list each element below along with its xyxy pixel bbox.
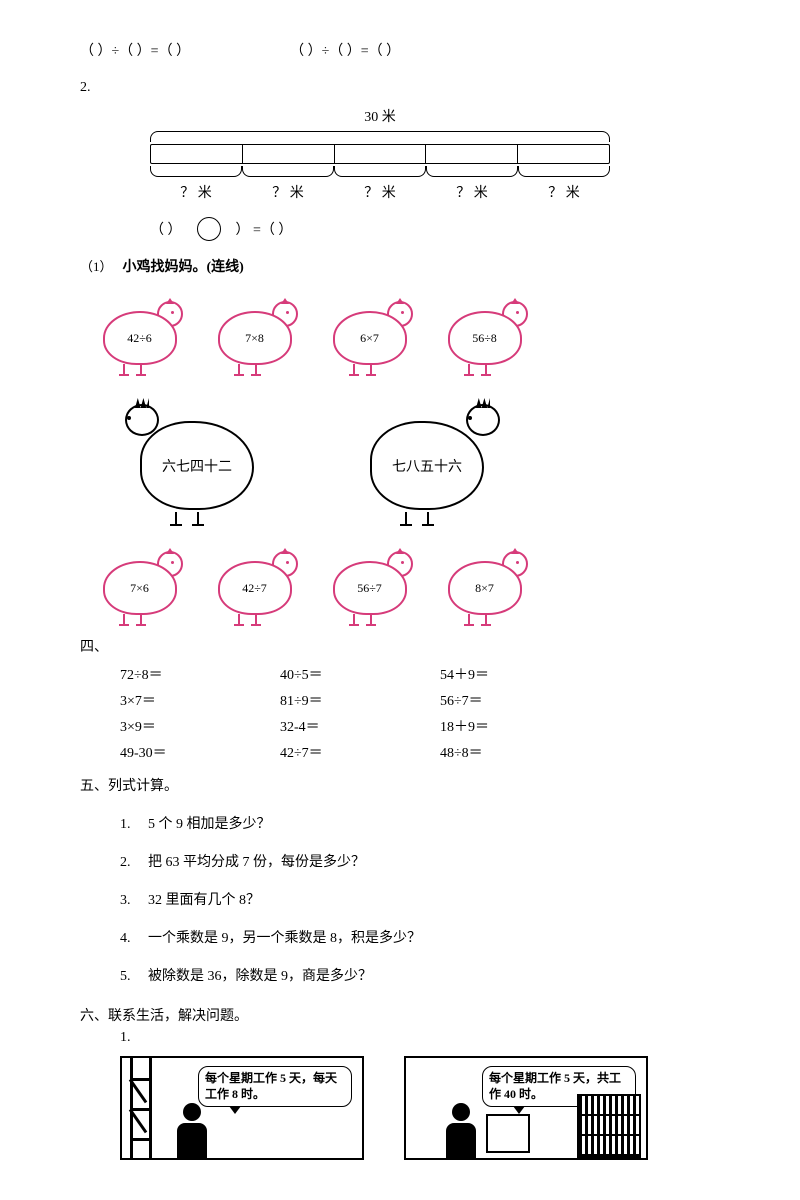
calc-2-3: 56÷7＝ — [440, 687, 600, 713]
speech-bubble-1: 每个星期工作 5 天，每天工作 8 时。 — [198, 1066, 352, 1107]
sub-1-title: 小鸡找妈妈。(连线) — [123, 256, 244, 276]
fill-right: ） =（ ） — [236, 219, 293, 239]
calc-4-3: 48÷8＝ — [440, 739, 600, 765]
bookshelf-icon — [577, 1094, 641, 1158]
chicks-matching-diagram: 42÷6 7×8 6×7 56÷8 六七四十二 — [80, 296, 540, 626]
calculation-grid: 72÷8＝ 40÷5＝ 54＋9＝ 3×7＝ 81÷9＝ 56÷7＝ 3×9＝ … — [120, 661, 720, 765]
hen-1: 六七四十二 — [105, 396, 285, 526]
chick-8: 8×7 — [433, 546, 533, 626]
brace-row — [150, 166, 610, 182]
calc-1-3: 54＋9＝ — [440, 661, 600, 687]
chicks-row-2: 7×6 42÷7 56÷7 8×7 — [80, 546, 540, 626]
worker-icon-1 — [172, 1103, 212, 1158]
calc-row-4: 49-30＝ 42÷7＝ 48÷8＝ — [120, 739, 720, 765]
meter-2: ？ 米 — [242, 182, 334, 202]
scaffold-icon — [127, 1058, 157, 1158]
word-item-4: 4.一个乘数是 9，另一个乘数是 8，积是多少？ — [120, 927, 720, 947]
chick-5: 7×6 — [88, 546, 188, 626]
chick-6: 42÷7 — [203, 546, 303, 626]
chick-1: 42÷6 — [88, 296, 188, 376]
calc-4-1: 49-30＝ — [120, 739, 280, 765]
calc-3-1: 3×9＝ — [120, 713, 280, 739]
worker-icon-2 — [441, 1103, 481, 1158]
word-item-1: 1.5 个 9 相加是多少？ — [120, 813, 720, 833]
word-item-2: 2.把 63 平均分成 7 份，每份是多少？ — [120, 851, 720, 871]
calc-row-1: 72÷8＝ 40÷5＝ 54＋9＝ — [120, 661, 720, 687]
meter-3: ？ 米 — [334, 182, 426, 202]
chick-7: 56÷7 — [318, 546, 418, 626]
chick-4-label: 56÷8 — [448, 311, 522, 365]
chick-1-label: 42÷6 — [103, 311, 177, 365]
section-5-heading: 五、列式计算。 — [80, 775, 720, 795]
scene-1: 每个星期工作 5 天，每天工作 8 时。 — [120, 1056, 364, 1160]
hen-1-label: 六七四十二 — [140, 421, 254, 510]
calc-row-2: 3×7＝ 81÷9＝ 56÷7＝ — [120, 687, 720, 713]
meters-row: ？ 米 ？ 米 ？ 米 ？ 米 ？ 米 — [150, 182, 610, 202]
circle-blank — [197, 217, 221, 241]
sub-1-number: （1） — [80, 256, 113, 275]
section-6-heading: 六、联系生活，解决问题。 — [80, 1005, 720, 1025]
calc-2-1: 3×7＝ — [120, 687, 280, 713]
chicks-row-1: 42÷6 7×8 6×7 56÷8 — [80, 296, 540, 376]
hens-row: 六七四十二 七八五十六 — [80, 396, 540, 526]
calc-4-2: 42÷7＝ — [280, 739, 440, 765]
chick-7-label: 56÷7 — [333, 561, 407, 615]
equation-2: （ ）÷（ ）=（ ） — [290, 40, 400, 60]
word-item-3: 3.32 里面有几个 8？ — [120, 889, 720, 909]
chick-2-label: 7×8 — [218, 311, 292, 365]
ruler-bar — [150, 144, 610, 164]
chick-8-label: 8×7 — [448, 561, 522, 615]
ruler-total-label: 30 米 — [150, 106, 610, 126]
calc-3-2: 32-4＝ — [280, 713, 440, 739]
calc-row-3: 3×9＝ 32-4＝ 18＋9＝ — [120, 713, 720, 739]
meter-4: ？ 米 — [426, 182, 518, 202]
chick-5-label: 7×6 — [103, 561, 177, 615]
computer-icon — [486, 1114, 530, 1153]
section-2-number: 2. — [80, 80, 120, 96]
top-equations: （ ）÷（ ）=（ ） （ ）÷（ ）=（ ） — [80, 40, 720, 60]
scene-images-row: 每个星期工作 5 天，每天工作 8 时。 每个星期工作 5 天，共工作 40 时… — [120, 1056, 720, 1160]
hen-2: 七八五十六 — [335, 396, 515, 526]
meter-1: ？ 米 — [150, 182, 242, 202]
section-2: 2. 30 米 ？ 米 ？ 米 ？ 米 ？ 米 ？ 米 （ ） — [80, 80, 720, 241]
chick-4: 56÷8 — [433, 296, 533, 376]
calc-1-2: 40÷5＝ — [280, 661, 440, 687]
subsection-1: （1） 小鸡找妈妈。(连线) — [80, 256, 720, 276]
section-4-heading: 四、 — [80, 636, 720, 656]
fill-left: （ ） — [150, 219, 182, 239]
calc-1-1: 72÷8＝ — [120, 661, 280, 687]
chick-6-label: 42÷7 — [218, 561, 292, 615]
scene-2: 每个星期工作 5 天，共工作 40 时。 — [404, 1056, 648, 1160]
ruler-diagram: 30 米 ？ 米 ？ 米 ？ 米 ？ 米 ？ 米 — [150, 106, 610, 202]
chick-3: 6×7 — [318, 296, 418, 376]
word-item-5: 5.被除数是 36，除数是 9，商是多少？ — [120, 965, 720, 985]
equation-1: （ ）÷（ ）=（ ） — [80, 40, 190, 60]
section-6-item-1-number: 1. — [120, 1030, 720, 1046]
fill-equation-row: （ ） ） =（ ） — [150, 217, 720, 241]
chick-2: 7×8 — [203, 296, 303, 376]
calc-3-3: 18＋9＝ — [440, 713, 600, 739]
calc-2-2: 81÷9＝ — [280, 687, 440, 713]
word-problems: 1.5 个 9 相加是多少？ 2.把 63 平均分成 7 份，每份是多少？ 3.… — [120, 813, 720, 985]
chick-3-label: 6×7 — [333, 311, 407, 365]
hen-2-label: 七八五十六 — [370, 421, 484, 510]
meter-5: ？ 米 — [518, 182, 610, 202]
